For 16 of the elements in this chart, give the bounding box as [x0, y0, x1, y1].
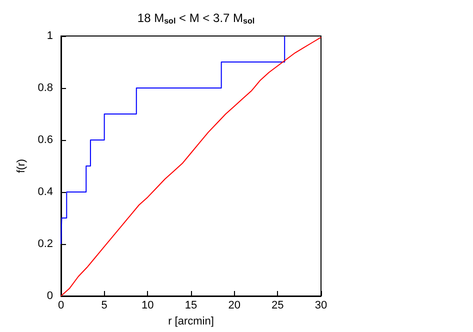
y-tick-label: 0 — [46, 290, 53, 302]
x-tick-label: 0 — [58, 300, 64, 312]
y-tick-label: 1 — [46, 30, 53, 42]
x-tick-label: 25 — [272, 300, 284, 312]
y-tick-label: 0.8 — [38, 82, 53, 94]
y-tick-label: 0.4 — [38, 186, 53, 198]
x-tick-label: 30 — [314, 300, 328, 312]
x-tick-label: 15 — [184, 300, 198, 312]
line-series — [60, 36, 322, 296]
x-tick-label: 10 — [142, 300, 154, 312]
x-tick-label: 5 — [101, 300, 108, 312]
x-tick-label: 20 — [228, 300, 240, 312]
y-axis-title: f(r) — [15, 158, 28, 174]
y-tick-label: 0.6 — [38, 134, 53, 146]
y-tick-label: 0.2 — [38, 238, 53, 250]
x-axis-title: r [arcmin] — [168, 315, 214, 328]
